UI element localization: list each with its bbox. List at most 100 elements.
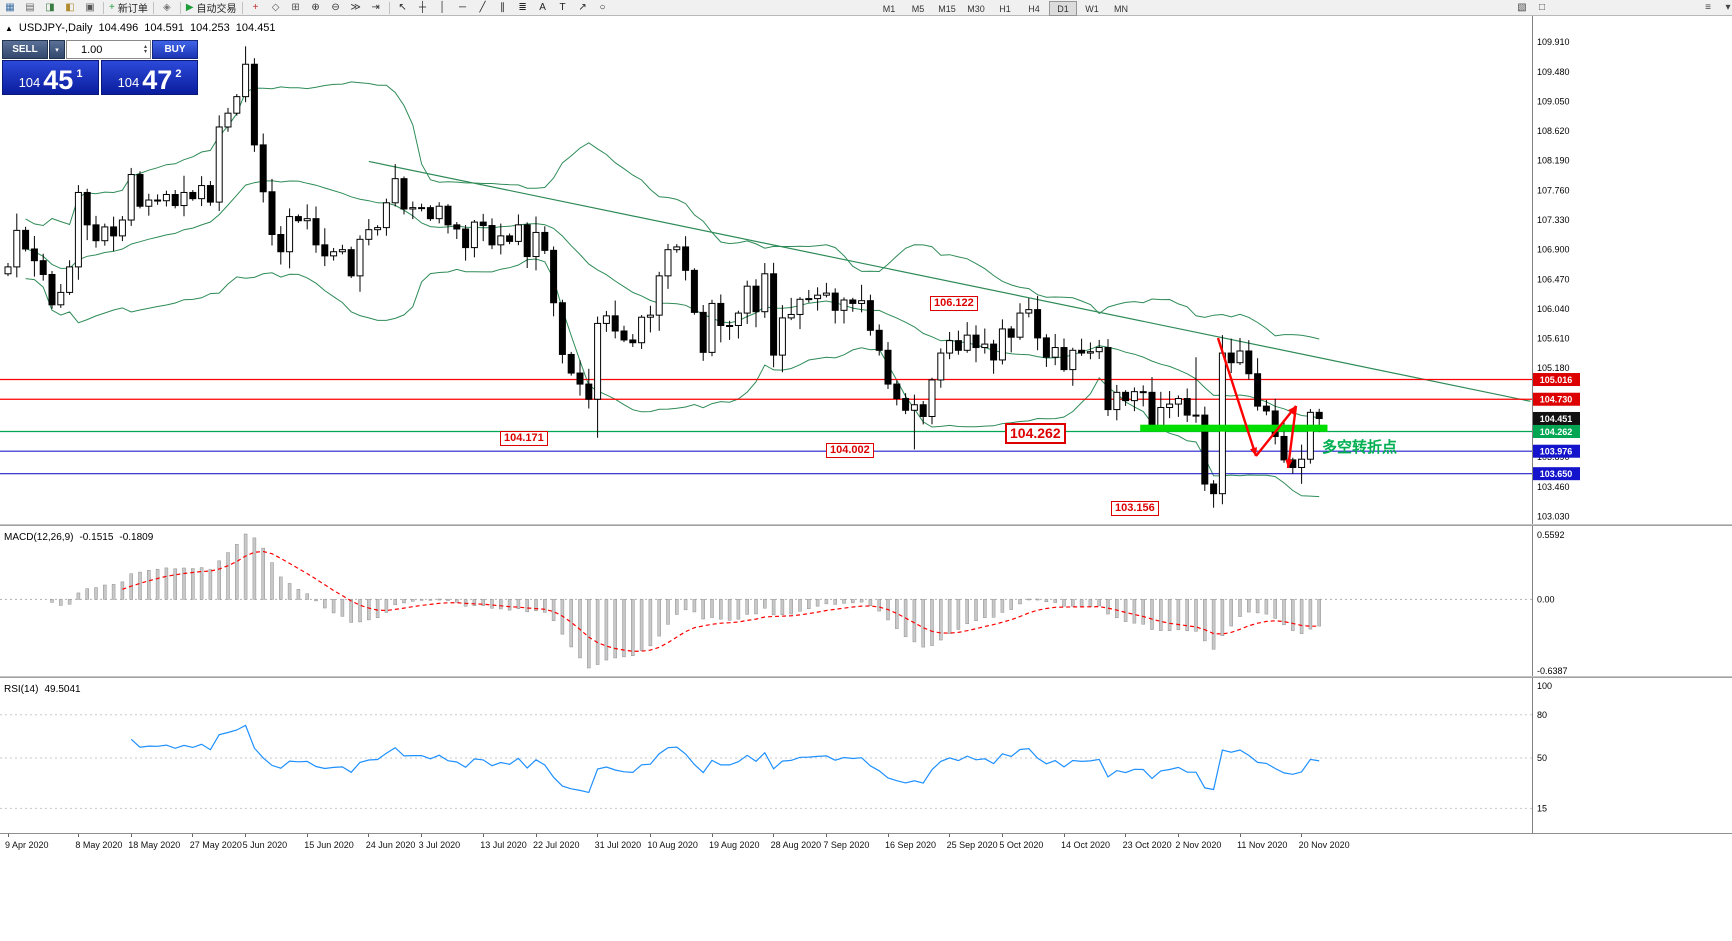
navigator-icon: ◧ xyxy=(65,1,75,13)
zoom-out-icon[interactable]: ⊖ xyxy=(326,1,346,15)
time-label: 25 Sep 2020 xyxy=(946,840,998,850)
chart-list-icon[interactable]: ▧ xyxy=(1512,1,1532,15)
crosshair-icon[interactable]: ┼ xyxy=(413,1,433,15)
time-label: 13 Jul 2020 xyxy=(480,840,527,850)
horizontal-line-icon[interactable]: ─ xyxy=(453,1,473,15)
horizontal-line-icon: ─ xyxy=(459,1,467,13)
market-watch-icon[interactable]: ◨ xyxy=(40,1,60,15)
window-icon[interactable]: □ xyxy=(1532,1,1552,15)
timeframe-m15[interactable]: M15 xyxy=(938,3,956,14)
zoom-in-icon: ⊕ xyxy=(311,1,320,13)
terminal-icon[interactable]: ▣ xyxy=(80,1,100,15)
channel-icon: ∥ xyxy=(500,1,506,13)
time-label: 9 Apr 2020 xyxy=(5,840,49,850)
macd-label: MACD(12,26,9) -0.1515 -0.1809 xyxy=(4,532,154,543)
toolbar-separator xyxy=(388,1,390,14)
time-tick xyxy=(773,834,775,837)
new-order-button: + xyxy=(109,1,115,13)
toolbar-separator xyxy=(241,1,243,14)
symbol-info: ▲ USDJPY-,Daily 104.496 104.591 104.253 … xyxy=(5,22,276,34)
vertical-line-icon[interactable]: │ xyxy=(433,1,453,15)
timeframe-m30[interactable]: M30 xyxy=(967,3,985,14)
panel-separator[interactable] xyxy=(0,676,1732,678)
symbol-title: USDJPY-,Daily xyxy=(18,22,93,34)
timeframe-mn[interactable]: MN xyxy=(1114,3,1128,14)
trendline-icon[interactable]: ╱ xyxy=(473,1,493,15)
fibonacci-icon[interactable]: ≣ xyxy=(513,1,533,15)
time-label: 8 May 2020 xyxy=(75,840,123,850)
timeframe-d1[interactable]: D1 xyxy=(1049,1,1077,16)
panel-separator[interactable] xyxy=(0,524,1732,526)
price-label-104171[interactable]: 104.171 xyxy=(500,431,548,446)
svg-text:109.910: 109.910 xyxy=(1537,37,1570,47)
time-label: 11 Nov 2020 xyxy=(1237,840,1288,850)
arrows-icon[interactable]: ↗ xyxy=(573,1,593,15)
annotation-turning-point[interactable]: 多空转折点 xyxy=(1322,439,1398,456)
channel-icon[interactable]: ∥ xyxy=(493,1,513,15)
new-chart-icon[interactable]: ▦ xyxy=(0,1,20,15)
macd-panel[interactable]: 0.5592 0.00 -0.6387 xyxy=(0,526,1732,676)
time-tick xyxy=(1177,834,1179,837)
price-label-103156[interactable]: 103.156 xyxy=(1111,501,1159,516)
label-icon[interactable]: T xyxy=(553,1,573,15)
timeframe-m5[interactable]: M5 xyxy=(911,3,925,14)
time-tick xyxy=(7,834,9,837)
objects-icon[interactable]: ◇ xyxy=(266,1,286,15)
time-tick xyxy=(597,834,599,837)
svg-text:103.460: 103.460 xyxy=(1537,482,1570,492)
tile-windows-icon[interactable]: ⊞ xyxy=(286,1,306,15)
chart-shift-icon: ⇥ xyxy=(371,1,380,13)
fibonacci-icon: ≣ xyxy=(518,1,527,13)
chart-shift-icon[interactable]: ⇥ xyxy=(366,1,386,15)
arrows-icon: ↗ xyxy=(578,1,587,13)
shapes-icon[interactable]: ○ xyxy=(593,1,613,15)
indicators-icon[interactable]: + xyxy=(246,1,266,15)
auto-scroll-icon[interactable]: ≫ xyxy=(346,1,366,15)
price-label-106122[interactable]: 106.122 xyxy=(930,296,978,311)
time-label: 20 Nov 2020 xyxy=(1298,840,1350,850)
new-order-button-label: 新订单 xyxy=(117,4,148,15)
sell-price-button[interactable]: 104 45 1 xyxy=(2,60,99,95)
time-label: 5 Jun 2020 xyxy=(242,840,288,850)
terminal-icon: ▣ xyxy=(85,1,95,13)
time-tick xyxy=(1239,834,1241,837)
svg-text:15: 15 xyxy=(1537,803,1547,813)
text-icon[interactable]: A xyxy=(533,1,553,15)
svg-text:107.760: 107.760 xyxy=(1537,185,1570,195)
time-label: 10 Aug 2020 xyxy=(647,840,698,850)
timeframe-w1[interactable]: W1 xyxy=(1085,3,1099,14)
buy-button[interactable]: BUY xyxy=(152,40,198,59)
crosshair-icon: ┼ xyxy=(419,1,427,13)
metaeditor-icon[interactable]: ◈ xyxy=(157,1,177,15)
price-label-104262[interactable]: 104.262 xyxy=(1005,423,1066,444)
time-tick xyxy=(77,834,79,837)
rsi-panel[interactable]: 100 80 50 15 xyxy=(0,678,1732,833)
price-chart[interactable]: 109.910 109.480 109.050 108.620 108.190 107.7… xyxy=(0,16,1732,524)
menu-icon[interactable]: ≡ xyxy=(1698,1,1718,15)
autotrade-button[interactable]: ▶ 自动交易 xyxy=(184,1,239,15)
timeframe-h1[interactable]: H1 xyxy=(999,3,1011,14)
more-icon[interactable]: ▾ xyxy=(1718,1,1732,15)
indicators-icon: + xyxy=(252,1,259,13)
volume-dropdown-icon[interactable]: ▾ xyxy=(49,40,65,59)
profiles-icon[interactable]: ▤ xyxy=(20,1,40,15)
timeframe-h4[interactable]: H4 xyxy=(1028,3,1040,14)
volume-input[interactable]: 1.00 ▴ ▾ xyxy=(66,40,151,59)
time-tick xyxy=(825,834,827,837)
buy-price-button[interactable]: 104 47 2 xyxy=(101,60,198,95)
sell-button[interactable]: SELL xyxy=(2,40,48,59)
price-label-104002[interactable]: 104.002 xyxy=(826,443,874,458)
toolbar-separator xyxy=(179,1,181,14)
time-axis[interactable]: 9 Apr 2020 8 May 2020 18 May 2020 27 May 20… xyxy=(0,833,1732,856)
timeframe-m1[interactable]: M1 xyxy=(882,3,896,14)
trade-panel-toggle-icon[interactable]: ▲ xyxy=(5,23,13,33)
volume-stepper[interactable]: ▴ ▾ xyxy=(143,43,147,55)
cursor-icon[interactable]: ↖ xyxy=(393,1,413,15)
zoom-in-icon[interactable]: ⊕ xyxy=(306,1,326,15)
new-order-button[interactable]: + 新订单 xyxy=(107,1,150,15)
svg-text:104.451: 104.451 xyxy=(1540,414,1573,424)
navigator-icon[interactable]: ◧ xyxy=(60,1,80,15)
time-label: 18 May 2020 xyxy=(128,840,181,850)
svg-text:109.480: 109.480 xyxy=(1537,67,1570,77)
